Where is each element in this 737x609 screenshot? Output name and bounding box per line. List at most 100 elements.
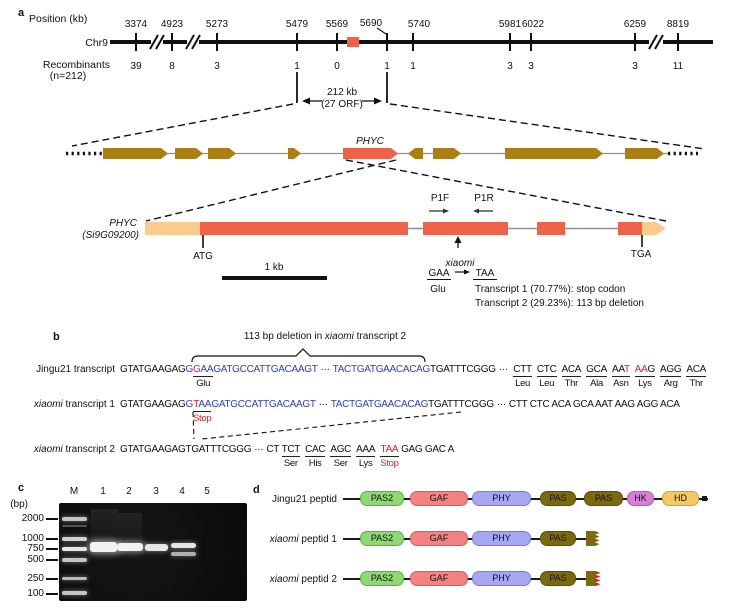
seq-segment: TGATTTCGGG xyxy=(428,399,494,410)
arrow-right-icon xyxy=(464,269,470,275)
domain-phy: PHY xyxy=(472,491,531,506)
codon-column: AAG Lys xyxy=(634,364,655,389)
xiaomi2-peptide-label: xiaomi peptid 2 xyxy=(269,574,337,585)
ladder-tick xyxy=(46,548,58,550)
bp-unit-label: (bp) xyxy=(10,499,28,510)
domain-gaf: GAF xyxy=(410,531,468,546)
arrow-right-icon xyxy=(443,208,449,214)
mutated-base: T xyxy=(193,399,199,410)
utr-3prime xyxy=(642,222,666,235)
position-labels: 3374 4923 5273 5479 5569 5690 5740 5981 … xyxy=(125,18,690,30)
ladder-band xyxy=(62,517,87,521)
gel-lane-label: 2 xyxy=(126,486,132,497)
codon-column: CTC Leu xyxy=(536,364,557,389)
ladder-band xyxy=(62,525,87,527)
pcr-band-lane4-lower xyxy=(171,552,196,556)
seq-segment-deleted: GATGCCATTGACAAGT xyxy=(213,364,318,375)
recombinant-count: 3 xyxy=(632,61,638,72)
interval-size: 212 kb xyxy=(327,87,357,98)
stop-label: Stop xyxy=(193,413,212,424)
mut-codon: TAA xyxy=(476,268,495,279)
seq-segment-deleted: AA xyxy=(198,399,212,410)
recombinants-n: (n=212) xyxy=(50,70,86,82)
exon xyxy=(423,222,508,235)
domain-gaf: GAF xyxy=(410,571,468,586)
recombinant-counts: 39 8 3 1 0 1 1 3 3 3 11 xyxy=(130,61,683,72)
recombinant-count: 1 xyxy=(410,61,416,72)
domain-phy: PHY xyxy=(472,531,531,546)
position-tick-label: 5981 xyxy=(499,19,522,30)
domain-phy: PHY xyxy=(472,571,531,586)
ladder-size-label: 750 xyxy=(27,543,44,554)
orf-track: PHYC xyxy=(66,136,698,222)
mapping-interval: 212 kb (27 ORF) xyxy=(71,72,706,150)
arrow-left-icon xyxy=(302,97,310,105)
deletion-brace-label: 113 bp deletion in xiaomi transcript 2 xyxy=(210,331,440,342)
orf-gene xyxy=(175,148,203,159)
ellipsis: ··· xyxy=(320,364,330,375)
codon-column: AGG Arg xyxy=(660,364,682,389)
recombinant-count: 1 xyxy=(294,61,300,72)
codon-column: CAC His xyxy=(305,444,326,469)
ladder-tick xyxy=(46,518,58,520)
chromosome-label: Chr9 xyxy=(85,37,108,49)
wt-amino-acid: Glu xyxy=(430,284,446,295)
domain-pas: PAS xyxy=(584,491,623,506)
domain-pas: PAS xyxy=(540,571,576,586)
brace-label-text: 113 bp deletion in xyxy=(243,331,325,342)
position-tick-label: 5273 xyxy=(206,19,229,30)
axis-break-icon xyxy=(149,34,165,50)
recombinant-count: 3 xyxy=(528,61,534,72)
gel-lane-label: M xyxy=(69,486,79,497)
gene-id: (Si9G09200) xyxy=(82,230,139,241)
ladder-tick xyxy=(46,538,58,540)
scale-bar-label: 1 kb xyxy=(265,262,284,273)
mutant-name: xiaomi xyxy=(445,258,476,269)
orf-gene xyxy=(505,148,603,159)
recombinant-count: 1 xyxy=(384,61,390,72)
recombinant-count: 3 xyxy=(214,61,220,72)
start-codon-label: ATG xyxy=(193,251,213,262)
exon xyxy=(537,222,565,235)
phyc-orf-label: PHYC xyxy=(356,136,385,147)
phyc-orf xyxy=(343,148,398,159)
codon-column: AAT Asn xyxy=(611,364,630,389)
ladder-size-label: 100 xyxy=(27,588,44,599)
chromosome-axis xyxy=(110,27,713,51)
ladder-band xyxy=(62,577,87,580)
domain-hk: HK xyxy=(627,491,654,506)
gel-lane-label: 5 xyxy=(204,486,210,497)
gel-smear xyxy=(91,509,118,543)
domain-pas: PAS xyxy=(540,491,576,506)
gel-lane-label: 3 xyxy=(153,486,159,497)
primer-forward-label: P1F xyxy=(431,193,449,204)
seq-segment-deleted: G xyxy=(185,364,194,375)
seq-segment: GAG GAC A xyxy=(401,444,454,455)
glu-codon: GAA Glu xyxy=(193,363,214,389)
ellipsis: ··· xyxy=(498,364,508,375)
codon-column: AGC Ser xyxy=(330,444,352,469)
codon-column: ACA Thr xyxy=(686,364,706,389)
domain-pas: PAS xyxy=(540,531,576,546)
orf-gene xyxy=(103,148,168,159)
arrow-left-icon xyxy=(473,208,479,214)
recombinant-count: 8 xyxy=(169,61,175,72)
domain-hd: HD xyxy=(662,491,699,506)
ladder-band xyxy=(62,547,87,551)
transcript1-note: Transcript 1 (70.77%): stop codon xyxy=(475,284,625,295)
transcript2-note: Transcript 2 (29.23%): 113 bp deletion xyxy=(475,298,644,309)
recombinant-count: 11 xyxy=(673,61,684,72)
seq-segment: GTATGAAGAG xyxy=(120,364,186,375)
ladder-tick xyxy=(46,559,58,561)
seq-segment: CTT CTC ACA GCA AAT AAG AGG ACA xyxy=(508,399,680,410)
brace-label-text: transcript 2 xyxy=(353,331,407,342)
axis-break-icon xyxy=(648,34,664,50)
gel-lane-label: 1 xyxy=(100,486,106,497)
position-tick-label: 5690 xyxy=(360,18,383,29)
wt-codon: GAA xyxy=(428,268,449,279)
mutated-base: G xyxy=(193,364,201,375)
primer-reverse-label: P1R xyxy=(474,193,493,204)
brace-label-gene: xiaomi xyxy=(324,331,354,342)
codon-column: TCT Ser xyxy=(281,444,301,469)
panel-a-label: a xyxy=(18,7,25,19)
